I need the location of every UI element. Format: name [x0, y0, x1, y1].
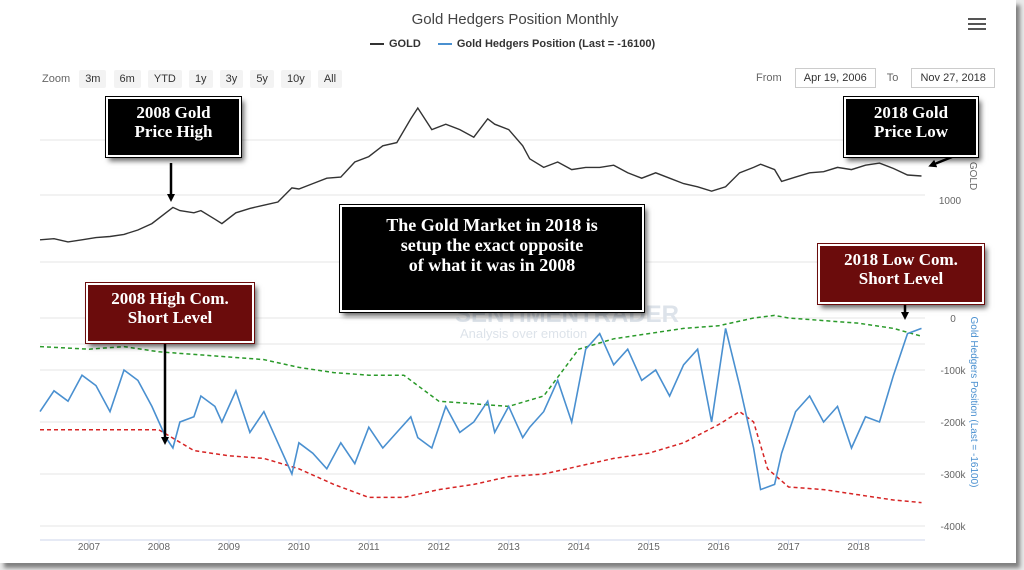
- zoom-label: Zoom: [42, 73, 71, 85]
- x-tick-label: 2014: [568, 542, 591, 553]
- zoom-button-3m[interactable]: 3m: [79, 70, 107, 88]
- from-label: From: [756, 72, 782, 84]
- zoom-button-1y[interactable]: 1y: [188, 70, 213, 88]
- legend-swatch: [370, 43, 384, 46]
- callout-line: Price Low: [873, 122, 949, 142]
- zoom-button-ytd[interactable]: YTD: [147, 70, 182, 88]
- callout-line: 2018 Gold: [873, 103, 949, 122]
- callout-line: 2008 Gold: [136, 103, 211, 122]
- to-label: To: [886, 72, 899, 84]
- hedgers-y-tick-label: 0: [950, 314, 956, 325]
- legend: GOLD Gold Hedgers Position (Last = -1610…: [370, 38, 669, 50]
- x-tick-label: 2009: [218, 542, 241, 553]
- zoom-button-10y[interactable]: 10y: [281, 70, 311, 88]
- arrow-2018-gold-low: [928, 155, 953, 168]
- legend-label: GOLD: [389, 38, 421, 50]
- to-date-input[interactable]: Nov 27, 2018: [911, 68, 995, 88]
- legend-label: Gold Hedgers Position (Last = -16100): [456, 38, 656, 50]
- x-tick-label: 2015: [638, 542, 661, 553]
- date-range: From Apr 19, 2006 To Nov 27, 2018: [756, 68, 1003, 88]
- x-tick-label: 2013: [498, 542, 521, 553]
- callout-2018-gold-low: 2018 Gold Price Low: [843, 96, 979, 158]
- series-layer: [39, 106, 922, 504]
- x-tick-label: 2012: [428, 542, 451, 553]
- x-tick-label: 2007: [78, 542, 101, 553]
- callout-line: Short Level: [127, 308, 213, 328]
- callout-line: 2008 High Com.: [111, 289, 229, 308]
- hedgers-y-axis-title: Gold Hedgers Position (Last = -16100): [968, 317, 979, 488]
- hedgers-y-tick-label: -200k: [940, 418, 966, 429]
- zoom-bar: Zoom 3m 6m YTD 1y 3y 5y 10y All: [42, 70, 346, 88]
- x-tick-label: 2008: [148, 542, 171, 553]
- hamburger-menu-icon[interactable]: [968, 18, 986, 32]
- hedgers-y-tick-label: -400k: [940, 522, 966, 533]
- callout-line: Price High: [134, 122, 213, 142]
- gold-y-axis-title: GOLD: [967, 162, 978, 190]
- callout-2018-low-com-short: 2018 Low Com. Short Level: [817, 243, 985, 305]
- chart-title: Gold Hedgers Position Monthly: [411, 11, 619, 28]
- callout-2008-high-com-short: 2008 High Com. Short Level: [85, 282, 255, 344]
- zoom-button-3y[interactable]: 3y: [219, 70, 244, 88]
- hedgers-y-tick-label: -100k: [940, 366, 966, 377]
- legend-item-hedgers[interactable]: Gold Hedgers Position (Last = -16100): [437, 38, 656, 50]
- zoom-button-6m[interactable]: 6m: [113, 70, 141, 88]
- x-tick-label: 2011: [358, 542, 380, 553]
- callout-line: setup the exact opposite: [400, 235, 584, 256]
- callout-line: of what it was in 2008: [408, 255, 576, 276]
- from-date-input[interactable]: Apr 19, 2006: [794, 68, 876, 88]
- lower-band-line: [40, 410, 922, 504]
- x-tick-label: 2010: [288, 542, 311, 553]
- hedgers-y-tick-label: -300k: [940, 470, 966, 481]
- axes: 2007 2008 2009 2010 2011 2012 2013 2014 2015 2016…: [40, 162, 979, 553]
- callout-center-message: The Gold Market in 2018 is setup the exa…: [339, 204, 645, 313]
- watermark-tagline: Analysis over emotion: [460, 326, 587, 341]
- callout-line: The Gold Market in 2018 is: [386, 215, 598, 235]
- gold-price-line: [39, 106, 922, 243]
- gold-y-tick-label: 1000: [939, 196, 962, 207]
- callout-2008-gold-high: 2008 Gold Price High: [105, 96, 242, 158]
- legend-swatch: [437, 43, 452, 46]
- hedgers-position-line: [39, 327, 922, 491]
- callout-line: Short Level: [858, 269, 944, 289]
- x-tick-label: 2016: [707, 542, 730, 553]
- zoom-button-5y[interactable]: 5y: [250, 70, 274, 88]
- legend-item-gold[interactable]: GOLD: [370, 38, 421, 50]
- x-tick-label: 2017: [777, 542, 800, 553]
- x-tick-label: 2018: [847, 542, 870, 553]
- callout-line: 2018 Low Com.: [844, 250, 958, 269]
- zoom-button-all[interactable]: All: [317, 70, 343, 88]
